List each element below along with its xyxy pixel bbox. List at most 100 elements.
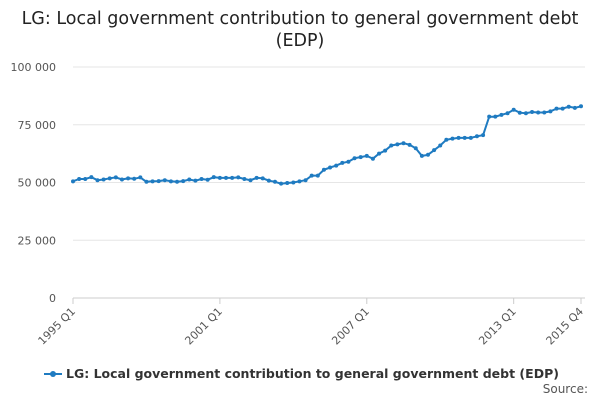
data-point [272, 179, 277, 184]
data-point [542, 110, 547, 115]
data-point [517, 110, 522, 115]
data-point [493, 114, 498, 119]
legend[interactable]: LG: Local government contribution to gen… [44, 366, 559, 381]
data-point [95, 178, 100, 183]
data-point [334, 163, 339, 168]
y-tick-label: 100 000 [11, 61, 57, 74]
data-point [438, 143, 443, 148]
data-point [71, 179, 75, 184]
data-point [77, 177, 82, 182]
x-tick-label: 2001 Q1 [182, 305, 225, 348]
data-point [260, 176, 265, 181]
data-point [187, 177, 192, 182]
data-point [291, 180, 296, 185]
data-point [193, 178, 198, 183]
data-point [481, 133, 486, 138]
data-point [395, 142, 400, 147]
data-point [101, 177, 106, 182]
data-point [401, 141, 406, 146]
data-point [572, 105, 577, 110]
data-point [248, 178, 253, 183]
x-tick-label: 2015 Q4 [544, 305, 587, 348]
series-line [72, 105, 582, 185]
y-tick-label: 75 000 [18, 119, 57, 132]
data-point [389, 143, 394, 148]
data-point [352, 156, 357, 161]
data-point [266, 178, 271, 183]
data-point [530, 110, 535, 115]
data-point [413, 146, 418, 151]
data-point [444, 137, 449, 142]
legend-swatch [44, 370, 62, 377]
data-point [162, 178, 167, 183]
source-label: Source: [542, 382, 588, 396]
data-point [462, 135, 467, 140]
data-point [89, 175, 94, 180]
data-point [83, 177, 88, 182]
data-point [321, 167, 326, 172]
data-point [297, 179, 302, 184]
data-point [560, 106, 565, 111]
data-point [328, 165, 333, 170]
data-point [499, 112, 504, 117]
data-point [242, 177, 247, 182]
data-point [487, 114, 492, 119]
data-point [132, 176, 137, 181]
data-point [175, 179, 180, 184]
data-point [168, 179, 173, 184]
data-point [144, 179, 149, 184]
data-point [285, 180, 290, 185]
data-point [383, 148, 388, 153]
x-tick-label: 2007 Q1 [329, 305, 372, 348]
data-point [119, 177, 124, 182]
data-point [315, 173, 320, 178]
data-point [236, 175, 241, 180]
data-point [579, 104, 583, 109]
data-point [138, 175, 143, 180]
legend-label: LG: Local government contribution to gen… [66, 366, 559, 381]
data-point [150, 179, 155, 184]
data-point [358, 155, 363, 160]
data-point [126, 176, 131, 181]
data-point [505, 111, 510, 116]
data-point [303, 178, 308, 183]
data-point [107, 176, 112, 181]
data-point [468, 135, 473, 140]
data-point [346, 159, 351, 164]
data-point [205, 177, 210, 182]
data-point [113, 175, 118, 180]
data-point [419, 153, 424, 158]
data-point [254, 175, 259, 180]
data-point [511, 107, 516, 112]
data-point [432, 148, 437, 153]
data-point [425, 152, 430, 157]
data-point [456, 135, 461, 140]
data-point [181, 179, 186, 184]
data-point [224, 175, 229, 180]
data-point [309, 173, 314, 178]
data-point [377, 151, 382, 156]
data-point [364, 153, 369, 158]
data-point [370, 156, 375, 161]
data-point [217, 175, 222, 180]
data-point [279, 181, 284, 186]
data-point [156, 179, 161, 184]
data-point [523, 111, 528, 116]
y-tick-label: 0 [49, 292, 56, 305]
x-tick-label: 1995 Q1 [36, 305, 79, 348]
y-tick-label: 50 000 [18, 177, 57, 190]
data-point [474, 134, 479, 139]
data-point [536, 110, 541, 115]
data-point [199, 177, 204, 182]
data-point [548, 109, 553, 114]
data-point [340, 160, 345, 165]
chart-title: LG: Local government contribution to gen… [21, 9, 579, 51]
data-point [407, 142, 412, 147]
x-tick-label: 2013 Q1 [476, 305, 519, 348]
data-point [230, 175, 235, 180]
data-point [554, 106, 559, 111]
data-point [566, 104, 571, 109]
data-point [450, 136, 455, 141]
y-tick-label: 25 000 [18, 234, 57, 247]
